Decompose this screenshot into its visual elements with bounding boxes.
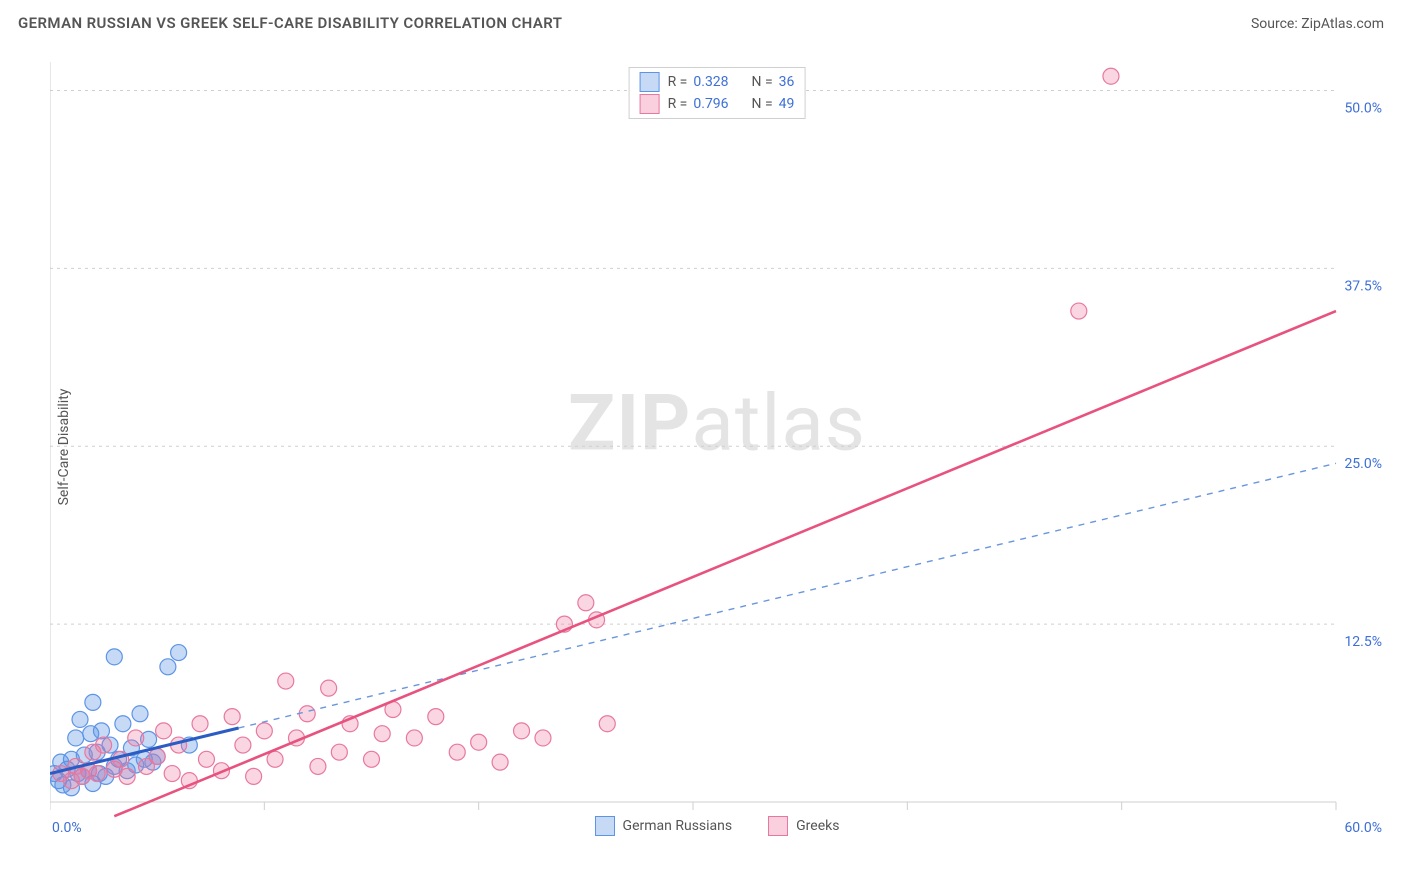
legend-stat-row: R =0.328 N =36 [640, 72, 795, 92]
legend-swatch [768, 816, 788, 836]
data-point [428, 709, 444, 725]
data-point [119, 768, 135, 784]
data-point [192, 716, 208, 732]
data-point [578, 595, 594, 611]
data-point [299, 706, 315, 722]
data-point [132, 706, 148, 722]
data-point [93, 723, 109, 739]
svg-text:12.5%: 12.5% [1344, 634, 1382, 650]
data-point [89, 766, 105, 782]
data-point [364, 751, 380, 767]
chart-title: GERMAN RUSSIAN VS GREEK SELF-CARE DISABI… [18, 14, 562, 32]
data-point [224, 709, 240, 725]
svg-text:50.0%: 50.0% [1344, 100, 1382, 116]
data-point [1103, 68, 1119, 84]
data-point [106, 649, 122, 665]
chart-area: Self-Care Disability ZIPatlas 12.5%25.0%… [50, 62, 1384, 832]
data-point [406, 730, 422, 746]
scatter-plot: 12.5%25.0%37.5%50.0%0.0%60.0% [50, 62, 1384, 832]
legend-swatch [595, 816, 615, 836]
legend-swatch [640, 72, 660, 92]
data-point [256, 723, 272, 739]
data-point [267, 751, 283, 767]
data-point [164, 766, 180, 782]
svg-text:37.5%: 37.5% [1344, 278, 1382, 294]
r-stat: R =0.328 [668, 74, 729, 90]
legend-series-item: German Russians [595, 816, 733, 836]
n-stat: N =49 [752, 96, 795, 112]
data-point [128, 730, 144, 746]
chart-source: Source: ZipAtlas.com [1251, 16, 1384, 32]
legend-stats: R =0.328 N =36R =0.796 N =49 [629, 67, 806, 119]
data-point [198, 751, 214, 767]
chart-header: GERMAN RUSSIAN VS GREEK SELF-CARE DISABI… [0, 0, 1406, 32]
data-point [278, 673, 294, 689]
data-point [310, 758, 326, 774]
data-point [156, 723, 172, 739]
trend-line [239, 463, 1336, 728]
data-point [514, 723, 530, 739]
data-point [599, 716, 615, 732]
data-point [85, 694, 101, 710]
data-point [535, 730, 551, 746]
svg-text:25.0%: 25.0% [1344, 456, 1382, 472]
data-point [235, 737, 251, 753]
data-point [321, 680, 337, 696]
data-point [171, 645, 187, 661]
data-point [96, 737, 112, 753]
legend-series-item: Greeks [768, 816, 839, 836]
data-point [1071, 303, 1087, 319]
legend-swatch [640, 94, 660, 114]
data-point [72, 711, 88, 727]
trend-line [114, 311, 1336, 816]
data-point [68, 730, 84, 746]
data-point [449, 744, 465, 760]
data-point [331, 744, 347, 760]
data-point [160, 659, 176, 675]
data-point [149, 748, 165, 764]
data-point [471, 734, 487, 750]
n-stat: N =36 [752, 74, 795, 90]
data-point [374, 726, 390, 742]
r-stat: R =0.796 [668, 96, 729, 112]
data-point [115, 716, 131, 732]
data-point [492, 754, 508, 770]
legend-series: German Russians Greeks [50, 816, 1384, 836]
data-point [246, 768, 262, 784]
legend-stat-row: R =0.796 N =49 [640, 94, 795, 114]
